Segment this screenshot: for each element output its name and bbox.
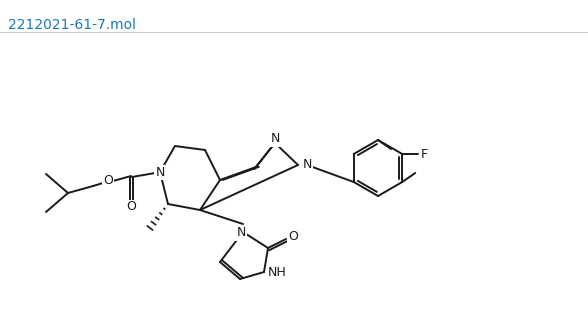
Text: 2212021-61-7.mol: 2212021-61-7.mol (8, 18, 136, 32)
Text: O: O (126, 201, 136, 213)
Text: NH: NH (268, 266, 286, 280)
Text: O: O (288, 230, 298, 242)
Text: N: N (155, 166, 165, 178)
Text: F: F (420, 148, 428, 160)
Text: N: N (302, 159, 312, 171)
Text: N: N (236, 227, 246, 239)
Text: O: O (103, 175, 113, 187)
Text: N: N (270, 133, 280, 145)
